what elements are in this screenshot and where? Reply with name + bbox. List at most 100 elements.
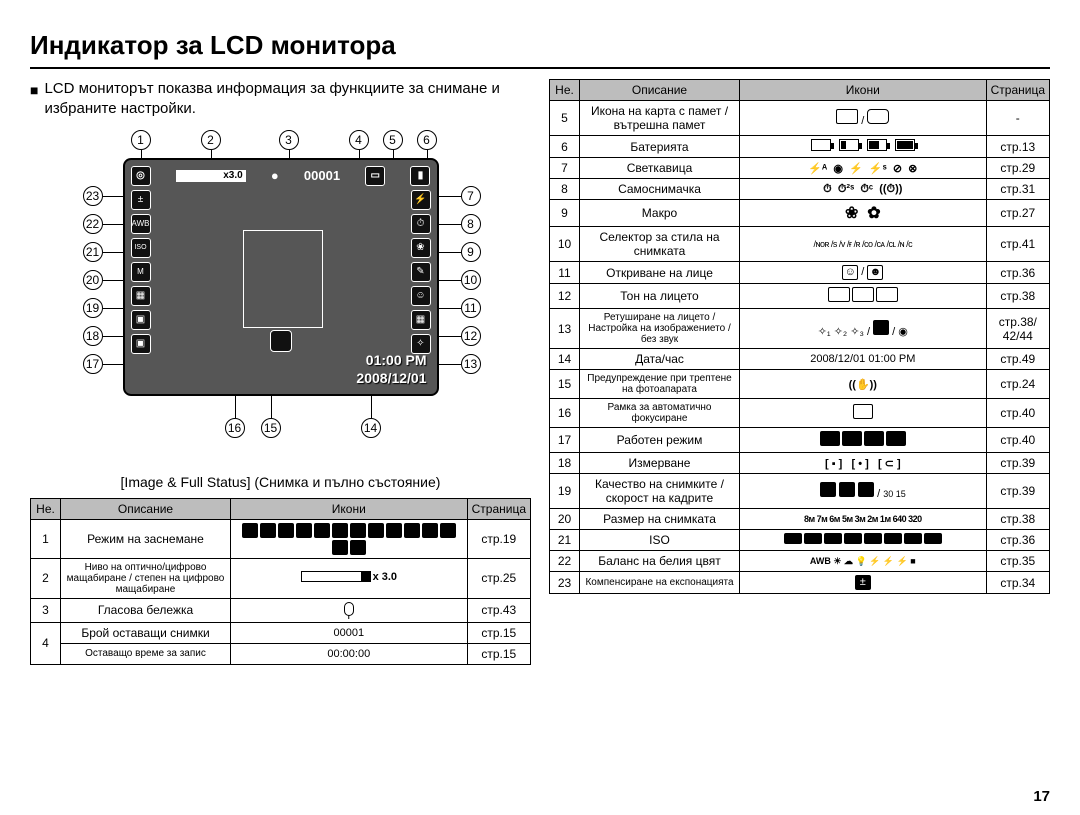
cell-desc: Макро — [580, 200, 740, 227]
lcd-datetime: 01:00 PM 2008/12/01 — [356, 351, 426, 387]
leader — [439, 336, 461, 337]
cell-desc: Оставащо време за запис — [61, 643, 231, 664]
cell-icons — [740, 428, 987, 453]
cell-icons: / — [740, 101, 987, 136]
cell-num: 14 — [550, 349, 580, 370]
cell-desc: Размер на снимката — [580, 509, 740, 530]
timer-icon: ⏱ — [411, 214, 431, 234]
table-row: 22Баланс на белия цвятAWB ☀ ☁ 💡 ⚡ ⚡ ⚡ ■с… — [550, 551, 1050, 572]
cell-page: - — [986, 101, 1049, 136]
table-row: 23Компенсиране на експонацията±стр.34 — [550, 572, 1050, 594]
callout-14: 14 — [361, 418, 381, 438]
table-row: 5Икона на карта с памет / вътрешна памет… — [550, 101, 1050, 136]
leader — [103, 252, 125, 253]
cell-num: 22 — [550, 551, 580, 572]
callout-4: 4 — [349, 130, 369, 150]
callout-22: 22 — [83, 214, 103, 234]
cell-page: стр.25 — [467, 558, 530, 598]
leader — [103, 364, 125, 365]
callout-17: 17 — [83, 354, 103, 374]
callout-3: 3 — [279, 130, 299, 150]
cell-page: стр.29 — [986, 158, 1049, 179]
cell-desc: Баланс на белия цвят — [580, 551, 740, 572]
cell-desc: Ретуширане на лицето / Настройка на изоб… — [580, 309, 740, 349]
cell-num: 7 — [550, 158, 580, 179]
th-num: Не. — [550, 80, 580, 101]
cell-page: стр.36 — [986, 262, 1049, 284]
mic-status-icon: ● — [271, 168, 279, 183]
cell-page: стр.40 — [986, 428, 1049, 453]
battery-full-icon: ▮ — [410, 166, 430, 186]
cell-icons: ✧₁ ✧₂ ✧₃ / / ◉ — [740, 309, 987, 349]
focus-frame — [243, 230, 323, 328]
cell-page: стр.15 — [467, 622, 530, 643]
intro-body: LCD мониторът показва информация за функ… — [44, 79, 531, 120]
cell-desc: Откриване на лице — [580, 262, 740, 284]
cell-desc: Селектор за стила на снимката — [580, 227, 740, 262]
th-page: Страница — [467, 498, 530, 519]
cell-num: 1 — [31, 519, 61, 558]
leader — [103, 196, 125, 197]
cell-desc: Светкавица — [580, 158, 740, 179]
table-row: 2Ниво на оптично/цифрово мащабиране / ст… — [31, 558, 531, 598]
quality-icon: ▦ — [131, 286, 151, 306]
cell-num: 10 — [550, 227, 580, 262]
cell-icons: AWB ☀ ☁ 💡 ⚡ ⚡ ⚡ ■ — [740, 551, 987, 572]
cell-desc: Компенсиране на експонацията — [580, 572, 740, 594]
table-row: 8Самоснимачка⏱ ⏱²ˢ ⏱ᶜ ((⏱))стр.31 — [550, 179, 1050, 200]
face-detect-icon: ☺ — [411, 286, 431, 306]
cell-num: 8 — [550, 179, 580, 200]
table-row: 7Светкавица⚡ᴬ ◉ ⚡ ⚡ˢ ⊘ ⊗стр.29 — [550, 158, 1050, 179]
callout-15: 15 — [261, 418, 281, 438]
table-row: 12Тон на лицетостр.38 — [550, 284, 1050, 309]
lcd-right-icons: ⚡ ⏱ ❀ ✎ ☺ ▦ ✧ — [411, 190, 431, 354]
cell-desc: Батерията — [580, 136, 740, 158]
shots-remaining: 00001 — [304, 168, 340, 183]
cell-desc: Предупреждение при трептене на фотоапара… — [580, 370, 740, 399]
cell-icons: 2008/12/01 01:00 PM — [740, 349, 987, 370]
cell-desc: Режим на заснемане — [61, 519, 231, 558]
table-row: 11Откриване на лице☺ / ☻стр.36 — [550, 262, 1050, 284]
cell-page: стр.15 — [467, 643, 530, 664]
reference-table-left: Не. Описание Икони Страница 1Режим на за… — [30, 498, 531, 665]
cell-num: 12 — [550, 284, 580, 309]
cell-icons: 00001 — [231, 622, 468, 643]
lcd-time: 01:00 PM — [356, 351, 426, 369]
cell-desc: Брой оставащи снимки — [61, 622, 231, 643]
cell-page: стр.13 — [986, 136, 1049, 158]
cell-icons: ⚡ᴬ ◉ ⚡ ⚡ˢ ⊘ ⊗ — [740, 158, 987, 179]
lcd-date: 2008/12/01 — [356, 369, 426, 387]
callout-1: 1 — [131, 130, 151, 150]
cell-num: 4 — [31, 622, 61, 664]
style-icon: ✎ — [411, 262, 431, 282]
ev-icon: ± — [131, 190, 151, 210]
leader — [439, 224, 461, 225]
cell-icons: 8ᴍ 7ᴍ 6ᴍ 5ᴍ 3ᴍ 2ᴍ 1ᴍ 640 320 — [740, 509, 987, 530]
table-row: 21ISOстр.36 — [550, 530, 1050, 551]
table-row: 18Измерване[ ▪ ] [ • ] [ ⊂ ]стр.39 — [550, 453, 1050, 474]
zoom-indicator: x3.0 — [176, 170, 246, 182]
cell-page: стр.36 — [986, 530, 1049, 551]
callout-5: 5 — [383, 130, 403, 150]
cell-num: 13 — [550, 309, 580, 349]
intro-text: ■ LCD мониторът показва информация за фу… — [30, 79, 531, 120]
lcd-left-icons: ± AWB ISO M ▦ ▣ ▣ — [131, 190, 151, 354]
cell-page: стр.35 — [986, 551, 1049, 572]
callout-11: 11 — [461, 298, 481, 318]
cell-num: 11 — [550, 262, 580, 284]
th-icons: Икони — [231, 498, 468, 519]
table-row: 6Батериятастр.13 — [550, 136, 1050, 158]
cell-page: стр.49 — [986, 349, 1049, 370]
cell-icons: ☺ / ☻ — [740, 262, 987, 284]
th-icons: Икони — [740, 80, 987, 101]
leader — [103, 308, 125, 309]
callout-10: 10 — [461, 270, 481, 290]
cell-icons: x 3.0 — [231, 558, 468, 598]
callout-9: 9 — [461, 242, 481, 262]
table-row: 20Размер на снимката8ᴍ 7ᴍ 6ᴍ 5ᴍ 3ᴍ 2ᴍ 1ᴍ… — [550, 509, 1050, 530]
cell-desc: Рамка за автоматично фокусиране — [580, 399, 740, 428]
cell-num: 16 — [550, 399, 580, 428]
cell-num: 15 — [550, 370, 580, 399]
leader — [271, 396, 272, 418]
macro-icon: ❀ — [411, 238, 431, 258]
